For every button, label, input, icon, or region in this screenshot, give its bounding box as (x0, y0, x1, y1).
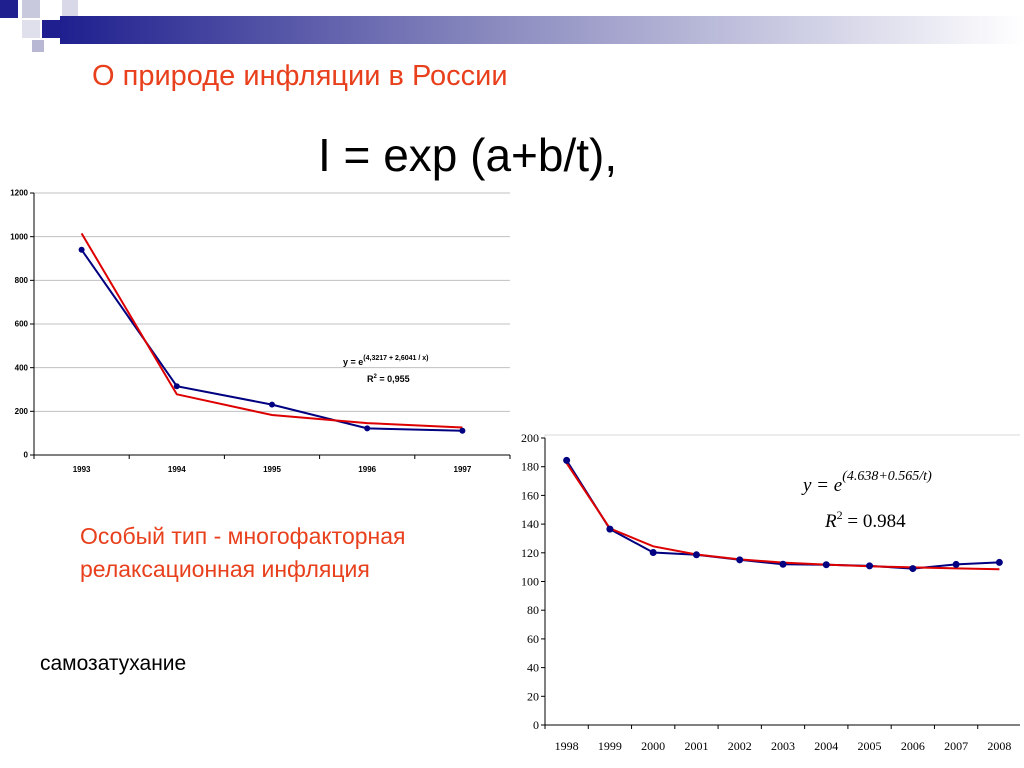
svg-text:R2 = 0,955: R2 = 0,955 (367, 374, 410, 384)
slide-title: О природе инфляции в России (92, 60, 508, 92)
subtitle-line-1: Особый тип - многофакторная (80, 523, 406, 549)
equation-exponent: (4,3217 + 2,6041 / x) (363, 355, 428, 362)
r2-label: R (367, 374, 374, 384)
note-text: самозатухание (40, 652, 187, 675)
x-tick-label: 1994 (168, 465, 186, 474)
chart-1998-2008: 0 20 40 60 80 100 120 140 160 180 200 1998 1999 2000… (521, 431, 1020, 753)
y-tick-label: 100 (521, 575, 539, 589)
y-tick-label: 200 (15, 407, 29, 416)
data-point (563, 456, 571, 464)
x-tick-label: 2005 (858, 739, 882, 753)
trend-equation: y = e(4.638+0.565/t) R2 = 0.984 (801, 469, 932, 532)
deco-square (32, 40, 44, 52)
equation-base: y = e (343, 357, 363, 367)
data-point (649, 549, 657, 557)
y-tick-label: 0 (533, 718, 539, 732)
x-tick-label: 1998 (555, 739, 579, 753)
data-point (909, 565, 917, 573)
y-tick-label: 600 (15, 320, 29, 329)
x-tick-label: 2007 (944, 739, 968, 753)
deco-square (22, 20, 40, 38)
header-decoration (0, 0, 1024, 52)
y-tick-labels: 0 20 40 60 80 100 120 140 160 180 200 (521, 431, 539, 732)
subtitle: Особый тип - многофакторная релаксационн… (80, 520, 405, 586)
svg-text:R2 = 0.984: R2 = 0.984 (824, 508, 906, 532)
x-tick-label: 1997 (454, 465, 472, 474)
deco-square (22, 0, 40, 18)
deco-square (0, 0, 18, 18)
data-point (269, 401, 275, 408)
y-tick-label: 40 (527, 661, 539, 675)
series-line-fit (80, 232, 463, 429)
subtitle-line-2: релаксационная инфляция (80, 556, 370, 582)
formula: I = exp (a+b/t), (318, 129, 618, 181)
y-tick-label: 160 (521, 488, 539, 502)
y-tick-label: 200 (521, 431, 539, 445)
y-tick-label: 0 (24, 451, 29, 460)
data-point (173, 383, 180, 390)
x-tick-label: 2000 (641, 739, 665, 753)
x-tick-label: 1995 (263, 465, 281, 474)
svg-text:y = e(4.638+0.565/t): y = e(4.638+0.565/t) (801, 469, 932, 496)
data-point (606, 525, 614, 533)
data-point (364, 425, 371, 432)
data-point (779, 560, 787, 568)
header-gradient-band (60, 16, 1024, 44)
deco-square (62, 0, 78, 16)
data-point (952, 560, 960, 568)
x-tick-label: 2008 (987, 739, 1011, 753)
y-tick-labels: 0 200 400 600 800 1000 1200 (10, 189, 28, 460)
x-tick-label: 1996 (358, 465, 376, 474)
y-tick-label: 1000 (10, 232, 28, 241)
data-points (563, 456, 1003, 573)
x-tick-label: 2001 (684, 739, 708, 753)
x-tick-label: 1999 (598, 739, 622, 753)
svg-text:y = e(4,3217 + 2,6041 / x): y = e(4,3217 + 2,6041 / x) (343, 355, 428, 367)
r2-sup: 2 (374, 374, 378, 380)
r2-value: = 0,955 (377, 374, 410, 384)
plot-area (544, 434, 1020, 726)
data-points (78, 246, 466, 434)
data-point (692, 551, 700, 559)
y-tick-label: 120 (521, 546, 539, 560)
y-tick-label: 80 (527, 603, 539, 617)
axes (30, 192, 511, 459)
x-tick-label: 2002 (728, 739, 752, 753)
axes (541, 437, 1020, 729)
y-tick-label: 800 (15, 276, 29, 285)
x-tick-labels: 1993 1994 1995 1996 1997 (73, 465, 472, 474)
data-point (995, 558, 1003, 566)
x-tick-label: 2006 (901, 739, 925, 753)
y-tick-label: 60 (527, 632, 539, 646)
x-tick-label: 2004 (814, 739, 838, 753)
y-tick-label: 140 (521, 517, 539, 531)
r2-value: = 0.984 (843, 511, 906, 532)
x-tick-label: 1993 (73, 465, 91, 474)
x-tick-labels: 1998 1999 2000 2001 2002 2003 2004 2005 2006 2007… (555, 739, 1012, 753)
deco-square (42, 20, 60, 38)
data-point (459, 427, 466, 434)
y-tick-label: 400 (15, 363, 29, 372)
trend-equation: y = e(4,3217 + 2,6041 / x) R2 = 0,955 (343, 355, 428, 384)
y-tick-label: 180 (521, 460, 539, 474)
data-point (866, 562, 874, 570)
x-tick-label: 2003 (771, 739, 795, 753)
y-tick-label: 1200 (10, 189, 28, 198)
r2-sup: 2 (837, 508, 843, 522)
y-tick-label: 20 (527, 689, 539, 703)
equation-base: y = e (801, 475, 842, 496)
data-point (822, 561, 830, 569)
equation-exponent: (4.638+0.565/t) (842, 469, 932, 484)
data-point (736, 556, 744, 564)
data-point (78, 246, 85, 253)
r2-label: R (824, 511, 837, 532)
